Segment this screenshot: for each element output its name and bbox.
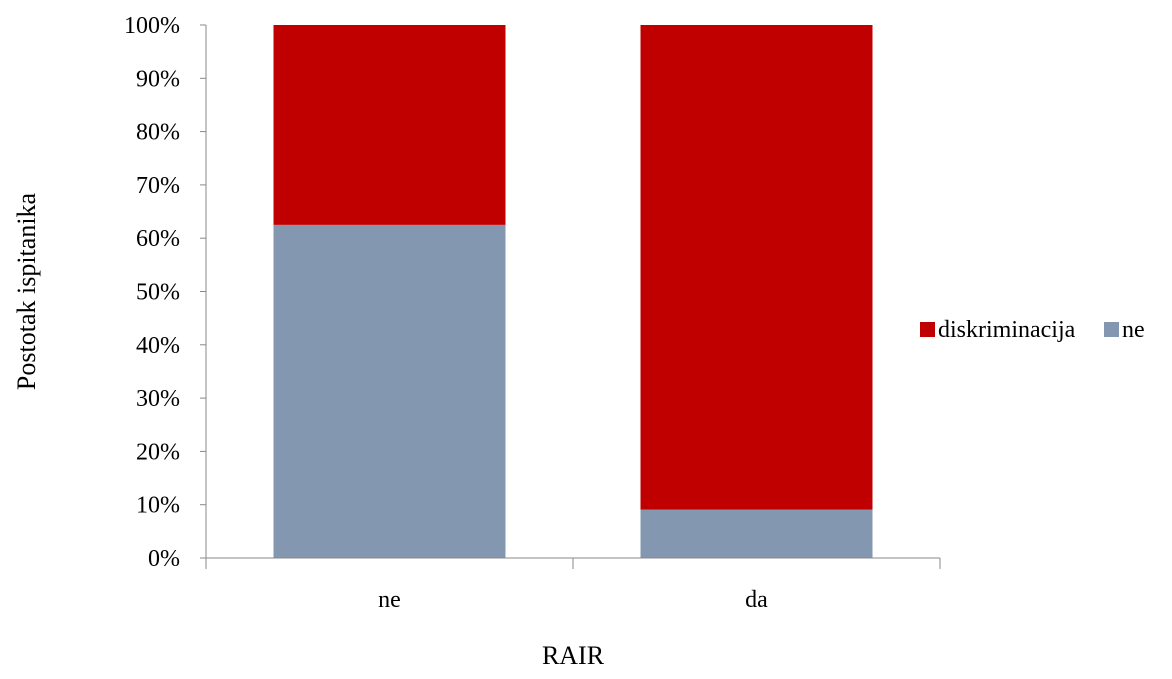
bars-layer (273, 25, 873, 558)
x-tick-label: ne (378, 587, 401, 613)
y-tick-label: 40% (136, 333, 180, 359)
y-axis-title: Postotak ispitanika (12, 192, 41, 390)
x-axis-title: RAIR (542, 641, 605, 670)
x-tick-label: da (745, 587, 768, 613)
y-tick-label: 90% (136, 66, 180, 92)
y-tick-label: 20% (136, 439, 180, 465)
bar-segment (273, 25, 506, 225)
y-tick-label: 100% (124, 13, 180, 39)
y-tick-label: 70% (136, 173, 180, 199)
y-tick-label: 60% (136, 226, 180, 252)
bar-segment (640, 509, 873, 558)
x-ticks: ne da (205, 558, 941, 613)
bar-segment (273, 224, 506, 558)
y-tick-label: 50% (136, 280, 180, 306)
legend-label: diskriminacija (938, 317, 1076, 343)
legend-swatch (1104, 322, 1119, 337)
legend-swatch (920, 322, 935, 337)
y-tick-label: 80% (136, 120, 180, 146)
legend: diskriminacija ne (920, 317, 1145, 343)
y-tick-label: 0% (148, 546, 180, 572)
y-tick-label: 30% (136, 386, 180, 412)
legend-label: ne (1122, 317, 1145, 343)
bar-segment (640, 25, 873, 510)
y-tick-label: 10% (136, 493, 180, 519)
y-ticks: 0% 10% 20% 30% 40% 50% 60% 70% 80% 90% 100% (124, 13, 206, 572)
